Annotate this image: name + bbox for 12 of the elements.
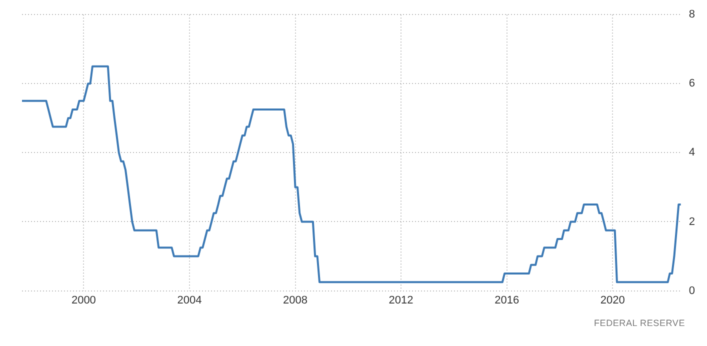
x-tick-label: 2012 xyxy=(388,294,414,306)
x-tick-label: 2000 xyxy=(71,294,96,306)
x-tick-label: 2020 xyxy=(600,294,625,306)
y-tick-label: 2 xyxy=(688,216,696,228)
x-tick-label: 2016 xyxy=(494,294,520,306)
y-tick-label: 6 xyxy=(688,78,696,90)
x-tick-label: 2008 xyxy=(283,294,308,306)
y-tick-label: 0 xyxy=(688,284,696,297)
y-tick-label: 4 xyxy=(688,146,696,159)
text: FEDERAL RESERVE xyxy=(594,318,685,328)
x-tick-label: 2004 xyxy=(177,294,202,306)
y-tick-label: 8 xyxy=(688,8,696,21)
